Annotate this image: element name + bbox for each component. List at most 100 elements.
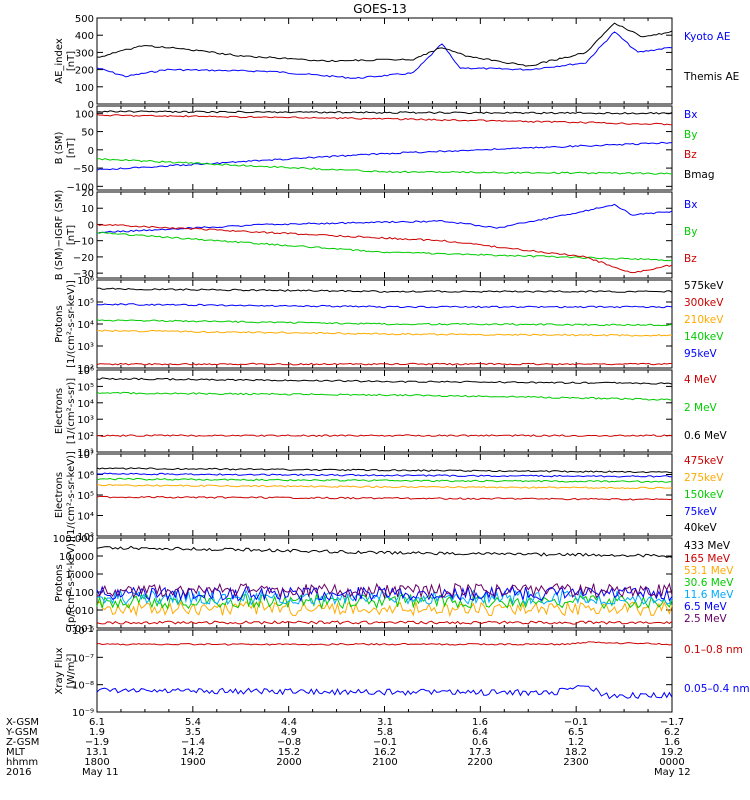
panel-4-ytick-label: 10³	[77, 342, 94, 353]
panel-6-ytick-label: 10³	[77, 532, 94, 543]
panel-3-frame	[96, 191, 673, 279]
panel-8-series-2	[96, 684, 673, 700]
panel-4-series-5	[96, 303, 673, 309]
panel-4-series-4	[96, 319, 673, 327]
xaxis-value: 19.2	[661, 747, 683, 758]
xaxis-value: 0000	[659, 757, 684, 768]
panel-4-series-1	[96, 287, 673, 293]
panel-3-legend-3: Bz	[684, 253, 697, 265]
panel-2-legend-1: Bx	[684, 109, 697, 121]
panel-1-ytick-label: 400	[75, 31, 94, 42]
panel-8-legend-2: 0.05–0.4 nm	[684, 683, 750, 695]
panel-5-ylabel-units: [1/(cm²-s-sr)]	[66, 378, 77, 444]
panel-4-series-2	[96, 362, 672, 366]
xaxis-value: 1.2	[568, 737, 584, 748]
panel-4-ytick-label: 10⁵	[77, 298, 94, 309]
panel-2-ytick-label: 50	[81, 128, 94, 139]
panel-4-ylabel-units: [1/(cm²-s-sr-keV)]	[66, 280, 77, 368]
panel-8-ytick-label: 10⁻⁷	[72, 653, 94, 664]
panel-2-legend-2: By	[684, 129, 697, 141]
panel-2-ylabel-units: [nT]	[66, 138, 77, 158]
xaxis-value: 1.6	[472, 717, 488, 728]
panel-2-series-3	[96, 113, 673, 126]
panel-8-ytick-label: 10⁻⁸	[72, 681, 94, 692]
panel-4-legend-1: 575keV	[684, 280, 724, 292]
panel-7-legend-6: 6.5 MeV	[684, 601, 728, 613]
xaxis-value: −0.8	[277, 737, 301, 748]
panel-7-ytick-label: 0.010	[65, 606, 94, 617]
panel-1-legend-2: Themis AE	[683, 71, 739, 83]
panel-1-ytick-label: 200	[75, 66, 94, 77]
xaxis-value: 2000	[276, 757, 301, 768]
xaxis-value: May 11	[82, 767, 119, 778]
panel-5-legend-2: 2 MeV	[684, 402, 718, 414]
panel-7-frame	[96, 537, 673, 629]
panel-7-ylabel: Protons	[54, 564, 65, 601]
panel-3-ytick-label: −20	[73, 253, 94, 264]
panel-1-ytick-label: 100	[75, 83, 94, 94]
panel-7-ylabel-units: [p/(cm²-s-sr-keV)]	[66, 539, 77, 627]
panel-4-ylabel: Protons	[54, 305, 65, 342]
panel-7-legend-1: 433 MeV	[684, 540, 731, 552]
panel-1-ytick-label: 500	[75, 14, 94, 25]
panel-3-ytick-label: 20	[81, 188, 94, 199]
panel-2-series-4	[96, 110, 673, 115]
panel-3-ytick-label: 0	[88, 220, 94, 231]
panel-7-series-1	[96, 545, 673, 558]
xaxis-value: 1800	[84, 757, 109, 768]
panel-4-legend-3: 210keV	[684, 314, 724, 326]
panel-2-series-1	[96, 141, 673, 171]
panel-2-series-2	[96, 158, 673, 175]
xaxis-value: 1.9	[89, 727, 105, 738]
xaxis-value: 1900	[180, 757, 205, 768]
panel-1-series-2	[96, 22, 673, 67]
xaxis-row-label: 2016	[6, 767, 31, 778]
panel-1-legend-1: Kyoto AE	[684, 31, 730, 43]
panel-4-series-3	[97, 329, 673, 337]
panel-5-legend-3: 0.6 MeV	[684, 430, 728, 442]
xaxis-row-label: Z-GSM	[6, 737, 39, 748]
xaxis-row-label: MLT	[6, 747, 26, 758]
xaxis-value: 4.4	[281, 717, 297, 728]
panel-5-ytick-label: 10¹	[77, 448, 94, 459]
xaxis-value: 3.1	[377, 717, 393, 728]
panel-1-ytick-label: 0	[88, 100, 94, 111]
xaxis-value: 4.9	[281, 727, 297, 738]
panel-6-series-1	[96, 495, 673, 501]
panel-6-series-3	[96, 477, 673, 483]
panel-2-ytick-label: 100	[75, 109, 94, 120]
xaxis-value: 15.2	[278, 747, 300, 758]
xaxis-row-label: hhmm	[6, 757, 38, 768]
panel-2-ytick-label: 0	[88, 146, 94, 157]
panel-3-ytick-label: 10	[81, 204, 94, 215]
panel-6-ytick-label: 10⁵	[77, 491, 94, 502]
panel-1-ylabel-units: [nT]	[66, 51, 77, 71]
xaxis-value: 2300	[563, 757, 588, 768]
panel-8-legend-1: 0.1–0.8 nm	[684, 644, 743, 656]
panel-6-series-2	[97, 483, 673, 490]
panel-6-frame	[96, 453, 673, 537]
xaxis-value: 18.2	[565, 747, 587, 758]
panel-3-series-1	[96, 203, 673, 234]
panel-7-ytick-label: 1.000	[65, 570, 94, 581]
panel-7-series-3	[96, 600, 673, 618]
xaxis-value: −0.1	[373, 737, 397, 748]
xaxis-value: 6.1	[89, 717, 105, 728]
panel-5-ytick-label: 10⁴	[77, 399, 94, 410]
panel-4-legend-5: 95keV	[684, 348, 718, 360]
panel-7-legend-5: 11.6 MeV	[684, 589, 734, 601]
panel-7-legend-2: 165 MeV	[684, 553, 731, 565]
xaxis-value: 1.6	[664, 737, 680, 748]
panel-2-ytick-label: −50	[73, 164, 94, 175]
panel-3-series-3	[96, 223, 673, 274]
panel-6-legend-3: 150keV	[684, 489, 724, 501]
xaxis-value: 3.5	[185, 727, 201, 738]
panel-6-ylabel: Electrons	[54, 472, 65, 518]
panel-5-ytick-label: 10⁵	[77, 382, 94, 393]
panel-6-legend-2: 275keV	[684, 472, 724, 484]
xaxis-value: 14.2	[182, 747, 204, 758]
panel-1-ytick-label: 300	[75, 48, 94, 59]
xaxis-value: 2200	[467, 757, 492, 768]
